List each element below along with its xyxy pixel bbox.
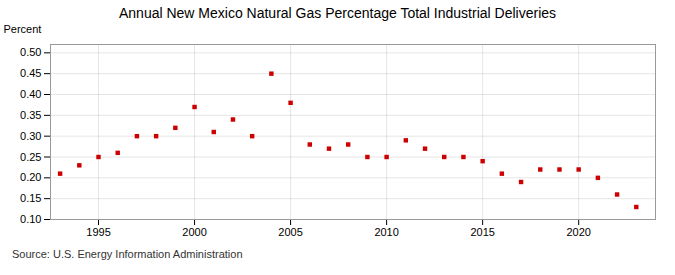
svg-text:0.15: 0.15 — [20, 192, 41, 204]
svg-text:0.20: 0.20 — [20, 171, 41, 183]
html-text:Source: U.S. Energy Informatio: Source: U.S. Energy Information Administ… — [12, 248, 243, 260]
svg-text:0.50: 0.50 — [20, 46, 41, 58]
svg-text:2010: 2010 — [374, 226, 398, 238]
svg-text:2020: 2020 — [566, 226, 590, 238]
svg-text:2000: 2000 — [182, 226, 206, 238]
svg-text:2015: 2015 — [470, 226, 494, 238]
html-text:Annual New Mexico Natural Gas: Annual New Mexico Natural Gas Percentage… — [119, 5, 556, 21]
svg-text:1995: 1995 — [86, 226, 110, 238]
svg-text:0.10: 0.10 — [20, 213, 41, 225]
svg-text:0.30: 0.30 — [20, 130, 41, 142]
svg-text:Percent: Percent — [4, 23, 42, 35]
svg-text:2005: 2005 — [278, 226, 302, 238]
svg-text:0.35: 0.35 — [20, 109, 41, 121]
svg-text:0.25: 0.25 — [20, 151, 41, 163]
svg-text:0.40: 0.40 — [20, 88, 41, 100]
svg-text:0.45: 0.45 — [20, 67, 41, 79]
